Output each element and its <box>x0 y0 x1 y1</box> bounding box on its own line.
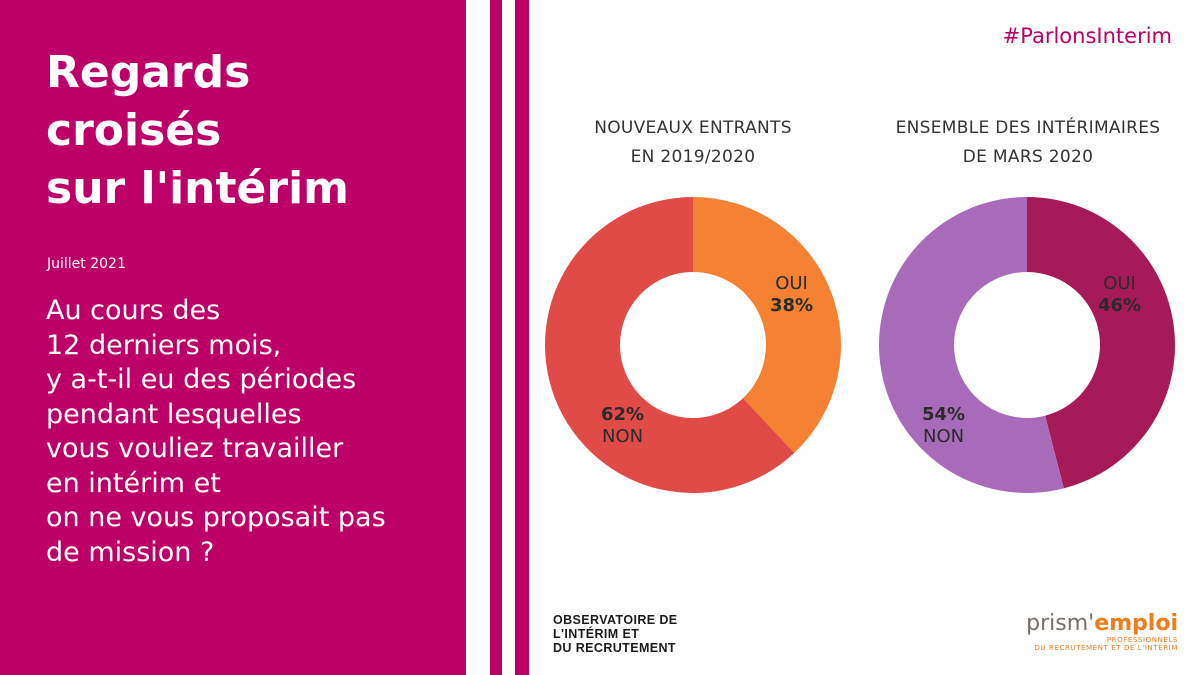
prismemploi-word-a: prism' <box>1026 611 1095 636</box>
slice-value-oui-right: 46% <box>1098 295 1142 316</box>
observatoire-logo-line2: L'INTÉRIM ET <box>553 627 640 641</box>
prismemploi-word-b: emploi <box>1094 611 1178 636</box>
page-title: Regards croisés sur l'intérim <box>46 47 349 214</box>
survey-question: Au cours des 12 derniers mois, y a-t-il … <box>46 295 386 568</box>
prismemploi-tagline-2: DU RECRUTEMENT ET DE L'INTÉRIM <box>1034 644 1178 652</box>
slice-category-non-right: NON <box>922 426 965 447</box>
slice-label-oui-right: OUI 46% <box>1098 273 1141 317</box>
slice-category-non-left: NON <box>601 426 644 447</box>
slice-value-non-right: 54% <box>922 404 966 425</box>
hashtag: #ParlonsInterim <box>1002 24 1172 48</box>
chart-title-left: NOUVEAUX ENTRANTS EN 2019/2020 <box>594 118 792 167</box>
donut-charts <box>545 197 1176 493</box>
slice-value-oui-left: 38% <box>770 295 814 316</box>
donut-slice-non-left <box>545 197 795 493</box>
observatoire-logo-line1: OBSERVATOIRE DE <box>553 613 678 627</box>
decorative-stripe-2 <box>515 0 529 675</box>
slice-category-oui-left: OUI <box>775 273 808 294</box>
prismemploi-logo: prism'emploi PROFESSIONNELS DU RECRUTEME… <box>1026 612 1178 653</box>
chart-title-right: ENSEMBLE DES INTÉRIMAIRES DE MARS 2020 <box>895 118 1161 167</box>
slice-label-non-left: 62% NON <box>601 404 644 448</box>
slice-category-oui-right: OUI <box>1103 273 1136 294</box>
donut-slice-oui-right <box>1027 197 1176 489</box>
slice-label-non-right: 54% NON <box>922 404 965 448</box>
prismemploi-wordmark: prism'emploi <box>1026 612 1178 636</box>
publication-date: Juillet 2021 <box>47 256 126 272</box>
decorative-stripe-1 <box>490 0 502 675</box>
slice-value-non-left: 62% <box>601 404 645 425</box>
donut-slice-non-right <box>879 197 1064 493</box>
left-panel: Regards croisés sur l'intérim Juillet 20… <box>0 0 466 675</box>
observatoire-logo-line3: DU RECRUTEMENT <box>553 641 676 655</box>
donut-chart-right <box>879 197 1176 493</box>
observatoire-logo: OBSERVATOIRE DE L'INTÉRIM ET DU RECRUTEM… <box>553 613 678 655</box>
slice-label-oui-left: OUI 38% <box>770 273 813 317</box>
prismemploi-tagline-1: PROFESSIONNELS <box>1106 636 1178 644</box>
donut-slice-oui-left <box>693 197 842 453</box>
donut-chart-left <box>545 197 842 493</box>
